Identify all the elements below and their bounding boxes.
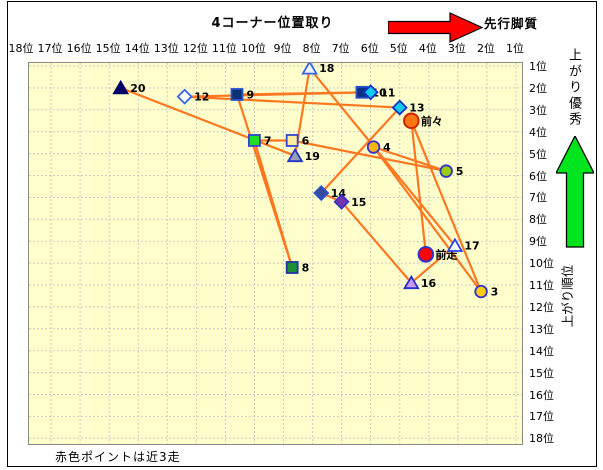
plot-area: 前走 前々 3 4 5 6 7 8 9 10 11 12 13 14 15 16 17 18 19 20 (28, 62, 523, 445)
x-axis-tick-label: 5位 (389, 42, 408, 55)
pace-style-label: 先行脚質 (484, 16, 539, 31)
data-point-marker (366, 140, 381, 154)
data-point-label: 7 (264, 134, 272, 147)
x-axis-tick-label: 3位 (447, 42, 466, 55)
x-axis-tick-label: 15位 (95, 42, 121, 55)
x-axis-tick-label: 7位 (331, 42, 350, 55)
data-point-label: 9 (246, 88, 254, 101)
finish-rank-axis-label: 上がり順位 (560, 264, 575, 328)
data-point-label: 11 (380, 86, 395, 99)
data-point-label: 前々 (421, 114, 443, 128)
x-axis-tick-label: 17位 (37, 42, 63, 55)
data-point-marker (286, 147, 304, 163)
finish-rank-arrow-icon (556, 136, 594, 248)
footnote: 赤色ポイントは近3走 (55, 450, 181, 464)
x-axis-tick-label: 18位 (8, 42, 34, 55)
data-point-marker (402, 274, 420, 290)
data-point-label: 19 (305, 150, 320, 163)
data-point-marker (333, 193, 350, 210)
data-point-label: 12 (194, 91, 209, 104)
data-point-marker (285, 261, 299, 274)
data-point-label: 20 (130, 82, 146, 95)
data-point-marker (446, 237, 464, 252)
x-axis-tick-label: 10位 (240, 42, 266, 55)
chart-title: 4コーナー位置取り (211, 16, 334, 31)
data-point-label: 13 (409, 102, 424, 115)
x-axis-tick-label: 2位 (476, 42, 495, 55)
x-axis-tick-label: 14位 (124, 42, 150, 55)
x-axis-tick-label: 8位 (302, 42, 321, 55)
x-axis-tick-label: 1位 (506, 42, 525, 55)
x-axis-labels: 18位 17位 16位 15位 14位 13位 12位 11位 10位 9位 8位 7位 6位 5位 4位 3… (0, 40, 603, 55)
red-right-arrow-shape (388, 12, 484, 43)
data-point-marker (112, 79, 130, 95)
data-point-marker (230, 88, 244, 101)
x-axis-tick-label: 4位 (418, 42, 437, 55)
data-point-label: 18 (319, 63, 334, 75)
data-point-marker (313, 184, 330, 202)
data-point-marker (362, 84, 379, 101)
data-point-label: 3 (491, 286, 499, 299)
x-axis-tick-label: 13位 (153, 42, 179, 55)
data-point-label: 16 (421, 277, 437, 290)
data-point-label: 8 (302, 261, 310, 274)
data-point-label: 4 (383, 141, 391, 154)
data-point-marker (391, 99, 408, 116)
data-point-marker (403, 112, 420, 130)
data-point-marker (247, 134, 261, 147)
data-point-label: 6 (302, 134, 310, 147)
data-point-marker (474, 284, 488, 299)
green-up-arrow-shape (556, 136, 594, 248)
data-point-marker (176, 88, 193, 105)
x-axis-tick-label: 12位 (182, 42, 208, 55)
data-point-label: 15 (351, 196, 366, 209)
data-point-marker (285, 134, 299, 147)
data-point-label: 17 (464, 240, 479, 253)
data-point-label: 5 (456, 165, 464, 178)
finish-quality-label: 上がり優秀 (566, 48, 581, 128)
x-axis-tick-label: 6位 (360, 42, 379, 55)
x-axis-tick-label: 9位 (273, 42, 292, 55)
data-point-marker (301, 63, 318, 75)
x-axis-tick-label: 16位 (66, 42, 92, 55)
pace-style-arrow-icon (388, 12, 484, 43)
data-point-marker (417, 246, 435, 263)
x-axis-tick-label: 11位 (211, 42, 237, 55)
data-point-marker (439, 164, 453, 178)
